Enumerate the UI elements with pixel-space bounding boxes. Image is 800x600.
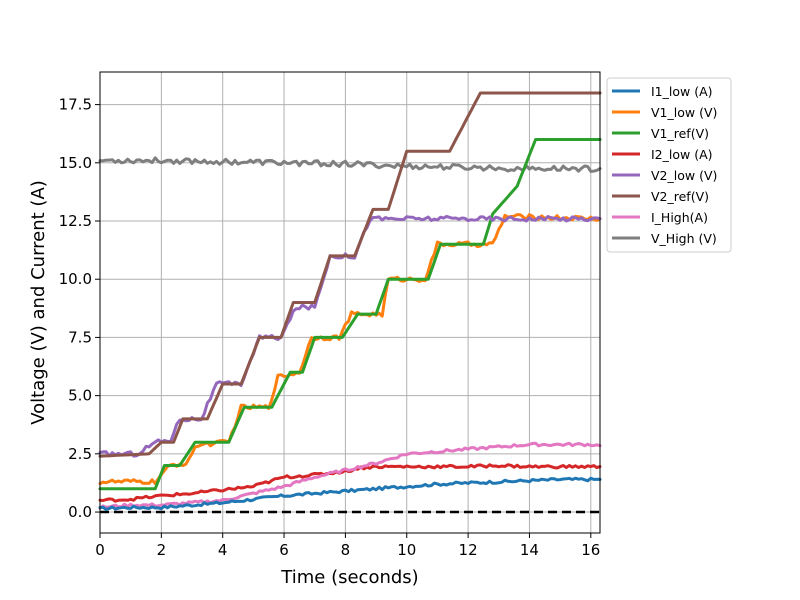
- legend: I1_low (A) V1_low (V) V1_ref(V) I2_low (A) V…: [606, 77, 732, 253]
- y-axis: 0.0 2.5 5.0 7.5 10.0 12.5 15.0 17.5: [59, 96, 100, 521]
- x-axis: 0 2 4 6 8 10 12 14 16: [95, 533, 600, 559]
- y-tick-label: 2.5: [68, 445, 92, 463]
- x-tick-label: 0: [95, 541, 105, 559]
- y-axis-label: Voltage (V) and Current (A): [28, 180, 49, 425]
- y-tick-label: 0.0: [68, 503, 92, 521]
- series-line: [98, 91, 602, 458]
- y-tick-label: 17.5: [59, 96, 92, 114]
- series-line: [98, 476, 602, 511]
- x-axis-label: Time (seconds): [280, 567, 418, 588]
- x-tick-label: 10: [397, 541, 416, 559]
- x-tick-label: 14: [520, 541, 539, 559]
- legend-label: V1_ref(V): [651, 126, 709, 141]
- grid: [99, 72, 600, 533]
- legend-label: I2_low (A): [651, 147, 713, 162]
- series-line: [98, 441, 602, 510]
- x-tick-label: 12: [459, 541, 478, 559]
- series-line: [98, 213, 602, 486]
- legend-label: I_High(A): [651, 210, 708, 225]
- x-tick-label: 4: [218, 541, 228, 559]
- series-line: [98, 138, 602, 491]
- x-tick-label: 2: [157, 541, 167, 559]
- y-tick-label: 10.0: [59, 270, 92, 288]
- y-tick-label: 15.0: [59, 154, 92, 172]
- legend-box: [606, 77, 732, 253]
- y-tick-label: 7.5: [68, 328, 92, 346]
- legend-label: V1_low (V): [651, 105, 717, 120]
- y-tick-label: 5.0: [68, 387, 92, 405]
- series-line: [98, 156, 602, 173]
- x-tick-label: 16: [581, 541, 600, 559]
- legend-label: V2_low (V): [651, 168, 717, 183]
- y-tick-label: 12.5: [59, 212, 92, 230]
- x-tick-label: 8: [341, 541, 351, 559]
- legend-label: V_High (V): [651, 231, 717, 246]
- series-group: [98, 91, 602, 511]
- legend-label: I1_low (A): [651, 84, 713, 99]
- legend-label: V2_ref(V): [651, 189, 709, 204]
- x-tick-label: 6: [279, 541, 289, 559]
- plot-area-frame: [99, 71, 601, 534]
